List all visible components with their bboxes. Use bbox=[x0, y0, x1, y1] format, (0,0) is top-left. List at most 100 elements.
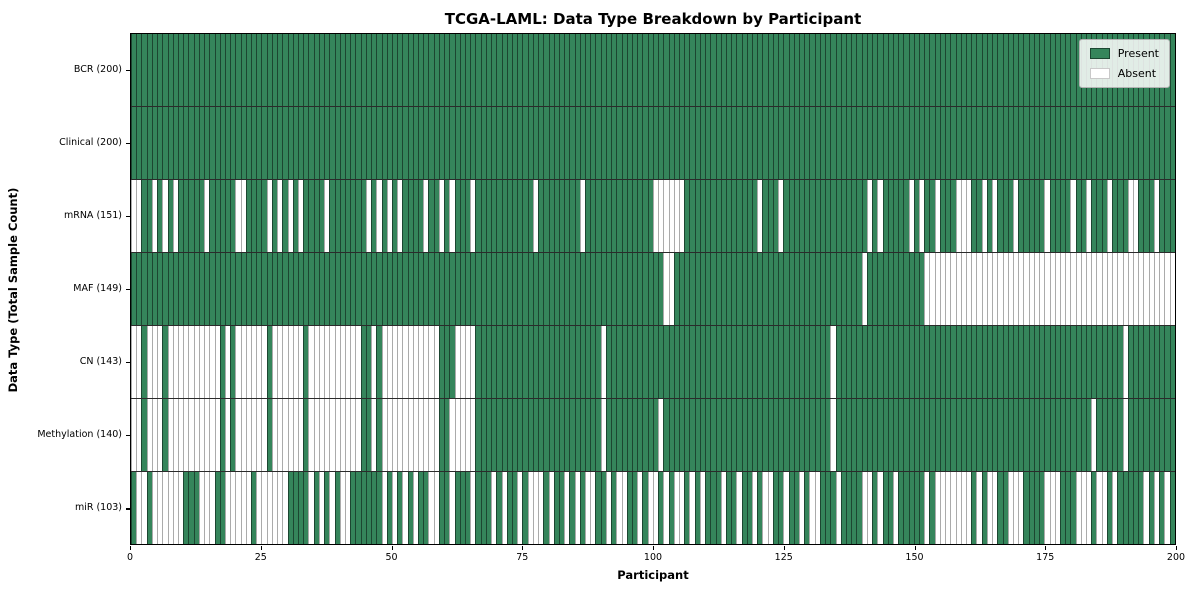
cell-CN-8 bbox=[167, 326, 173, 398]
cell-Methylation-63 bbox=[454, 399, 460, 471]
cell-mRNA-9 bbox=[172, 180, 178, 252]
cell-BCR-124 bbox=[772, 34, 779, 106]
cell-mRNA-50 bbox=[386, 180, 392, 252]
cell-miR-66 bbox=[470, 472, 476, 544]
cell-BCR-139 bbox=[851, 34, 857, 106]
cell-miR-12 bbox=[188, 472, 194, 544]
cell-MAF-30 bbox=[282, 253, 288, 325]
cell-Clinical-104 bbox=[668, 107, 674, 179]
cell-miR-161 bbox=[966, 472, 972, 544]
cell-miR-43 bbox=[350, 472, 356, 544]
cell-MAF-1 bbox=[131, 253, 137, 325]
cell-CN-150 bbox=[908, 326, 914, 398]
cell-Methylation-21 bbox=[235, 399, 241, 471]
cell-CN-169 bbox=[1007, 326, 1013, 398]
cell-CN-53 bbox=[402, 326, 408, 398]
cell-Clinical-142 bbox=[866, 107, 873, 179]
cell-Methylation-148 bbox=[898, 399, 904, 471]
cell-MAF-159 bbox=[955, 253, 961, 325]
cell-Clinical-46 bbox=[365, 107, 372, 179]
cell-miR-198 bbox=[1159, 472, 1165, 544]
cell-BCR-30 bbox=[282, 34, 288, 106]
cell-CN-41 bbox=[339, 326, 345, 398]
cell-CN-58 bbox=[428, 326, 434, 398]
cell-miR-142 bbox=[866, 472, 873, 544]
cell-Methylation-108 bbox=[689, 399, 695, 471]
cell-miR-183 bbox=[1080, 472, 1087, 544]
cell-miR-79 bbox=[538, 472, 544, 544]
cell-Methylation-178 bbox=[1054, 399, 1060, 471]
cell-Methylation-167 bbox=[997, 399, 1003, 471]
cell-Methylation-14 bbox=[198, 399, 205, 471]
cell-mRNA-38 bbox=[324, 180, 330, 252]
cell-mRNA-189 bbox=[1112, 180, 1118, 252]
cell-Methylation-85 bbox=[569, 399, 575, 471]
cell-mRNA-76 bbox=[522, 180, 528, 252]
cell-Clinical-51 bbox=[391, 107, 398, 179]
cell-MAF-149 bbox=[903, 253, 909, 325]
cell-CN-74 bbox=[511, 326, 518, 398]
cell-MAF-57 bbox=[423, 253, 429, 325]
cell-miR-131 bbox=[809, 472, 815, 544]
cell-Methylation-15 bbox=[204, 399, 210, 471]
cell-MAF-127 bbox=[788, 253, 794, 325]
y-tick-label-MAF: MAF (149) bbox=[73, 283, 122, 294]
cell-BCR-38 bbox=[324, 34, 330, 106]
cell-miR-67 bbox=[475, 472, 481, 544]
cell-Methylation-161 bbox=[966, 399, 972, 471]
cell-miR-130 bbox=[804, 472, 810, 544]
cell-miR-165 bbox=[986, 472, 993, 544]
cell-Methylation-165 bbox=[986, 399, 993, 471]
cell-MAF-29 bbox=[277, 253, 283, 325]
cell-mRNA-181 bbox=[1070, 180, 1076, 252]
cell-BCR-20 bbox=[230, 34, 236, 106]
cell-MAF-56 bbox=[418, 253, 424, 325]
cell-Clinical-124 bbox=[772, 107, 779, 179]
cell-Methylation-32 bbox=[292, 399, 298, 471]
cell-mRNA-70 bbox=[491, 180, 497, 252]
cell-Clinical-120 bbox=[752, 107, 758, 179]
cell-mRNA-159 bbox=[955, 180, 961, 252]
cell-mRNA-30 bbox=[282, 180, 288, 252]
cell-Clinical-200 bbox=[1169, 107, 1175, 179]
cell-CN-47 bbox=[371, 326, 377, 398]
cell-CN-184 bbox=[1086, 326, 1092, 398]
cell-CN-149 bbox=[903, 326, 909, 398]
cell-mRNA-64 bbox=[459, 180, 465, 252]
cell-MAF-6 bbox=[157, 253, 163, 325]
cell-mRNA-126 bbox=[783, 180, 789, 252]
cell-CN-3 bbox=[141, 326, 147, 398]
cell-CN-147 bbox=[892, 326, 899, 398]
cell-Methylation-164 bbox=[981, 399, 987, 471]
cell-mRNA-68 bbox=[480, 180, 486, 252]
cell-BCR-3 bbox=[141, 34, 147, 106]
x-tick-label-50: 50 bbox=[385, 552, 398, 563]
cell-Methylation-91 bbox=[600, 399, 606, 471]
cell-miR-90 bbox=[595, 472, 601, 544]
cell-MAF-89 bbox=[590, 253, 596, 325]
cell-CN-13 bbox=[193, 326, 199, 398]
cell-CN-104 bbox=[668, 326, 674, 398]
cell-Clinical-127 bbox=[788, 107, 794, 179]
cell-BCR-49 bbox=[381, 34, 387, 106]
cell-Methylation-186 bbox=[1096, 399, 1102, 471]
cell-mRNA-122 bbox=[762, 180, 768, 252]
cell-MAF-68 bbox=[480, 253, 486, 325]
cell-mRNA-178 bbox=[1054, 180, 1060, 252]
cell-Clinical-111 bbox=[705, 107, 711, 179]
cell-BCR-135 bbox=[830, 34, 836, 106]
cell-CN-38 bbox=[324, 326, 330, 398]
cell-miR-127 bbox=[788, 472, 794, 544]
cell-mRNA-94 bbox=[616, 180, 622, 252]
cell-MAF-118 bbox=[741, 253, 747, 325]
x-tick-label-25: 25 bbox=[254, 552, 267, 563]
cell-miR-62 bbox=[449, 472, 455, 544]
cell-Methylation-159 bbox=[955, 399, 961, 471]
cell-miR-55 bbox=[412, 472, 419, 544]
cell-Clinical-38 bbox=[324, 107, 330, 179]
cell-Clinical-102 bbox=[658, 107, 664, 179]
cell-BCR-175 bbox=[1039, 34, 1045, 106]
cell-miR-120 bbox=[752, 472, 758, 544]
cell-miR-45 bbox=[360, 472, 366, 544]
cell-mRNA-22 bbox=[240, 180, 246, 252]
